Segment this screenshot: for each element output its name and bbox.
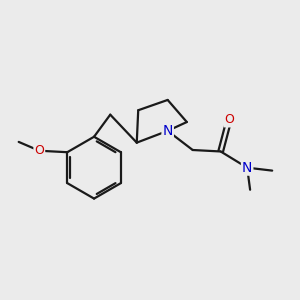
- Text: N: N: [242, 161, 252, 175]
- Text: O: O: [34, 144, 44, 157]
- Text: N: N: [163, 124, 173, 138]
- Text: O: O: [225, 113, 234, 127]
